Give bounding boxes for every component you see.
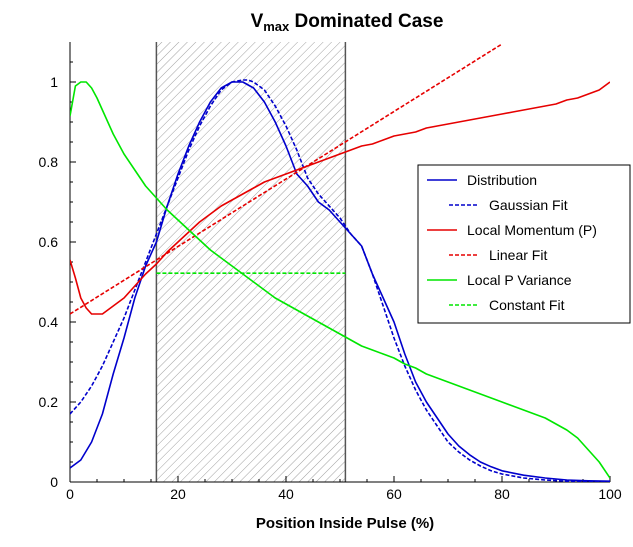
- legend-entry-label: Distribution: [467, 172, 537, 188]
- legend-box: [417, 164, 631, 324]
- legend-entry-label: Local Momentum (P): [467, 222, 597, 238]
- legend-entry-label: Gaussian Fit: [489, 197, 568, 213]
- series-line: [70, 81, 610, 482]
- series-line: [70, 79, 610, 482]
- title-main: V: [251, 11, 264, 32]
- x-tick-label: 80: [494, 486, 510, 502]
- x-tick-label: 40: [278, 486, 294, 502]
- y-tick-label: 0.6: [39, 234, 59, 250]
- series-line: [70, 81, 610, 315]
- x-tick-label: 60: [386, 486, 402, 502]
- legend-entry-label: Linear Fit: [489, 247, 547, 263]
- title-rest: Dominated Case: [289, 11, 443, 32]
- shaded-region: [156, 42, 346, 482]
- chart-title: Vmax Dominated Case: [251, 11, 444, 34]
- y-tick-label: 0: [50, 474, 58, 490]
- shaded-region-layer: [155, 42, 347, 482]
- x-tick-label: 20: [170, 486, 186, 502]
- legend-entry-label: Local P Variance: [467, 272, 572, 288]
- y-tick-label: 0.2: [39, 394, 59, 410]
- y-tick-label: 0.8: [39, 154, 59, 170]
- y-tick-label: 0.4: [39, 314, 59, 330]
- series-line: [70, 81, 610, 479]
- x-tick-label: 100: [598, 486, 622, 502]
- x-axis-label: Position Inside Pulse (%): [256, 515, 434, 532]
- y-tick-label: 1: [50, 74, 58, 90]
- title-subscript: max: [263, 19, 290, 34]
- legend: Distribution Gaussian Fit Local Momentum (…: [417, 164, 631, 324]
- x-tick-label: 0: [66, 486, 74, 502]
- series-line: [70, 43, 503, 315]
- series-layer: [70, 43, 610, 482]
- legend-entry-label: Constant Fit: [489, 297, 565, 313]
